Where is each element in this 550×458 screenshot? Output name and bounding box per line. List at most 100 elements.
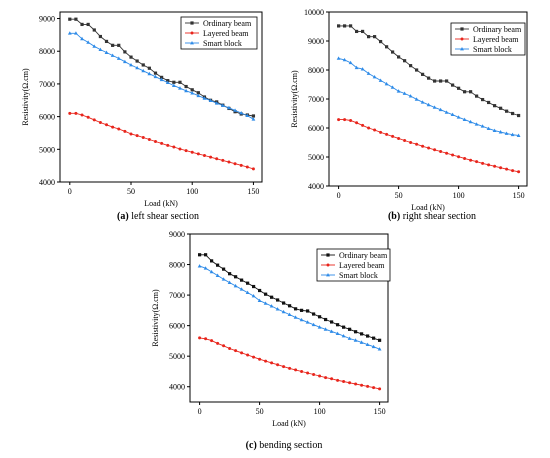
data-point bbox=[349, 118, 353, 122]
data-point bbox=[360, 332, 364, 336]
data-point bbox=[196, 91, 200, 95]
data-point bbox=[239, 163, 243, 167]
data-point bbox=[288, 366, 292, 370]
data-point bbox=[391, 134, 395, 138]
x-tick-label: 150 bbox=[513, 191, 525, 200]
data-point bbox=[147, 66, 151, 70]
data-point bbox=[432, 105, 437, 109]
plot-frame bbox=[59, 11, 263, 183]
data-point bbox=[366, 334, 370, 338]
data-point bbox=[104, 39, 109, 44]
data-point bbox=[245, 290, 250, 295]
data-point bbox=[294, 307, 298, 311]
y-tick-label: 10000 bbox=[304, 8, 324, 17]
data-point bbox=[123, 50, 127, 54]
data-point bbox=[276, 363, 280, 367]
data-point bbox=[343, 24, 347, 28]
data-point bbox=[190, 88, 194, 92]
x-tick-label: 50 bbox=[127, 187, 135, 196]
panel-caption: (c) bending section bbox=[246, 440, 323, 451]
data-point bbox=[245, 165, 249, 169]
legend-marker bbox=[190, 21, 194, 25]
legend-entry: Layered beam bbox=[203, 29, 249, 38]
caption-text: right shear section bbox=[400, 211, 476, 222]
data-point bbox=[239, 111, 244, 115]
data-point bbox=[210, 339, 214, 343]
data-point bbox=[450, 112, 455, 117]
series-ordinary-beam bbox=[337, 24, 521, 118]
data-point bbox=[456, 115, 461, 119]
legend-entry: Ordinary beam bbox=[339, 251, 388, 260]
data-point bbox=[474, 122, 479, 126]
y-axis-title: Resistivity(Ω.cm) bbox=[151, 289, 160, 347]
data-point bbox=[355, 121, 359, 125]
data-point bbox=[384, 81, 389, 86]
data-point bbox=[234, 275, 238, 279]
legend-entry: Smart block bbox=[473, 45, 512, 54]
data-point bbox=[317, 325, 322, 329]
data-point bbox=[354, 330, 358, 334]
y-axis-title: Resistivity(Ω.cm) bbox=[290, 70, 299, 128]
data-point bbox=[457, 86, 461, 90]
data-point bbox=[159, 77, 164, 82]
data-point bbox=[203, 266, 208, 270]
data-point bbox=[324, 376, 328, 380]
data-point bbox=[348, 60, 353, 65]
y-tick-label: 7000 bbox=[169, 291, 185, 300]
data-point bbox=[86, 22, 90, 27]
data-point bbox=[426, 102, 431, 107]
data-point bbox=[378, 387, 382, 391]
data-point bbox=[198, 253, 202, 257]
y-axis-title: Resistivity(Ω.cm) bbox=[21, 68, 30, 126]
data-point bbox=[409, 141, 413, 144]
data-point bbox=[228, 272, 232, 276]
data-point bbox=[227, 105, 231, 110]
data-point bbox=[335, 331, 340, 335]
data-point bbox=[360, 383, 364, 387]
data-point bbox=[98, 34, 102, 39]
data-point bbox=[215, 157, 219, 161]
data-point bbox=[68, 111, 72, 115]
data-point bbox=[222, 344, 226, 348]
data-point bbox=[282, 301, 286, 305]
data-point bbox=[269, 304, 274, 308]
data-point bbox=[343, 118, 347, 122]
data-point bbox=[462, 117, 467, 121]
data-point bbox=[305, 320, 310, 324]
data-point bbox=[282, 365, 286, 369]
data-point bbox=[86, 115, 90, 119]
y-tick-label: 5000 bbox=[169, 352, 185, 361]
y-tick-label: 6000 bbox=[169, 322, 185, 331]
x-tick-label: 150 bbox=[247, 187, 259, 196]
data-point bbox=[204, 253, 208, 257]
legend-entry: Smart block bbox=[203, 39, 242, 48]
data-point bbox=[276, 298, 280, 302]
data-point bbox=[198, 336, 202, 340]
data-point bbox=[240, 351, 244, 355]
data-point bbox=[505, 109, 509, 113]
data-point bbox=[372, 386, 376, 390]
data-point bbox=[341, 334, 346, 338]
data-point bbox=[312, 312, 316, 316]
data-point bbox=[110, 53, 115, 57]
data-point bbox=[511, 169, 515, 173]
data-point bbox=[147, 71, 152, 76]
series-line bbox=[338, 119, 519, 173]
data-point bbox=[378, 338, 382, 342]
data-point bbox=[184, 84, 188, 89]
data-point bbox=[330, 377, 334, 381]
data-point bbox=[312, 373, 316, 377]
data-point bbox=[153, 74, 158, 79]
data-point bbox=[196, 93, 201, 98]
data-point bbox=[287, 312, 292, 317]
data-point bbox=[221, 277, 226, 281]
data-point bbox=[116, 56, 121, 60]
data-point bbox=[209, 155, 213, 159]
data-point bbox=[342, 325, 346, 329]
data-point bbox=[349, 24, 353, 28]
data-point bbox=[196, 152, 200, 156]
data-point bbox=[377, 347, 382, 351]
y-tick-label: 4000 bbox=[39, 178, 55, 187]
caption-text: left shear section bbox=[129, 211, 199, 222]
